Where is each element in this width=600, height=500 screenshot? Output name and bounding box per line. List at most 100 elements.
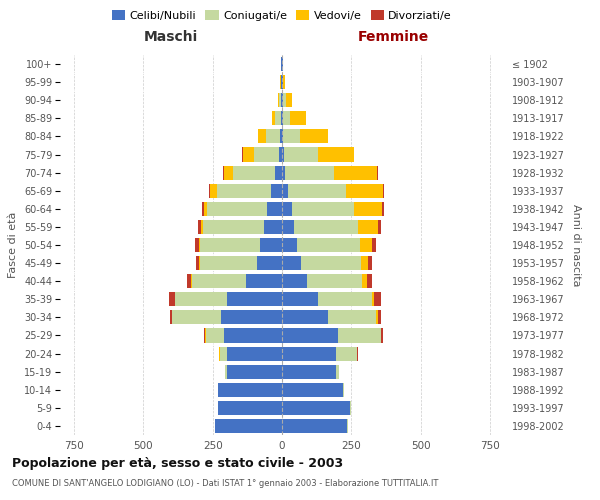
Bar <box>224 166 233 179</box>
Bar <box>206 328 224 342</box>
Bar <box>200 238 260 252</box>
Bar <box>254 148 278 162</box>
Bar <box>282 166 286 179</box>
Bar <box>242 148 254 162</box>
Bar <box>246 274 282 288</box>
Bar <box>376 310 378 324</box>
Bar <box>282 310 328 324</box>
Bar <box>300 130 328 143</box>
Bar <box>196 256 199 270</box>
Bar <box>170 310 172 324</box>
Bar <box>280 130 282 143</box>
Bar <box>210 184 217 198</box>
Bar <box>372 238 376 252</box>
Bar <box>282 130 283 143</box>
Bar <box>278 148 282 162</box>
Bar <box>282 112 283 126</box>
Bar <box>233 166 275 179</box>
Bar <box>282 148 284 162</box>
Bar <box>286 166 334 179</box>
Bar <box>209 184 210 198</box>
Bar <box>360 238 372 252</box>
Bar <box>354 202 382 216</box>
Bar <box>372 292 374 306</box>
Bar <box>264 220 282 234</box>
Bar <box>202 202 204 216</box>
Bar <box>282 274 307 288</box>
Bar <box>204 202 207 216</box>
Bar <box>172 310 221 324</box>
Bar <box>282 346 336 360</box>
Bar <box>337 328 380 342</box>
Bar <box>336 364 339 378</box>
Bar <box>292 202 354 216</box>
Bar <box>334 166 377 179</box>
Bar <box>279 93 281 108</box>
Bar <box>346 184 383 198</box>
Bar <box>204 328 205 342</box>
Bar <box>282 292 318 306</box>
Bar <box>169 292 175 306</box>
Bar <box>282 202 292 216</box>
Bar <box>282 401 350 415</box>
Bar <box>377 166 378 179</box>
Bar <box>257 256 282 270</box>
Bar <box>281 112 282 126</box>
Legend: Celibi/Nubili, Coniugati/e, Vedovi/e, Divorziati/e: Celibi/Nubili, Coniugati/e, Vedovi/e, Di… <box>110 8 454 24</box>
Bar <box>282 184 287 198</box>
Bar <box>282 256 301 270</box>
Bar <box>267 202 282 216</box>
Bar <box>282 238 297 252</box>
Bar <box>224 328 282 342</box>
Bar <box>368 256 372 270</box>
Bar <box>336 346 357 360</box>
Bar <box>282 364 336 378</box>
Bar <box>217 184 271 198</box>
Y-axis label: Fasce di età: Fasce di età <box>8 212 19 278</box>
Bar <box>218 382 282 397</box>
Bar <box>362 274 367 288</box>
Bar <box>282 419 347 433</box>
Bar <box>318 292 372 306</box>
Bar <box>221 310 282 324</box>
Bar <box>382 328 383 342</box>
Bar <box>307 274 362 288</box>
Bar <box>278 93 279 108</box>
Bar <box>282 220 295 234</box>
Bar <box>266 130 280 143</box>
Bar <box>227 364 282 378</box>
Bar <box>328 310 376 324</box>
Text: COMUNE DI SANT'ANGELO LODIGIANO (LO) - Dati ISTAT 1° gennaio 2003 - Elaborazione: COMUNE DI SANT'ANGELO LODIGIANO (LO) - D… <box>12 479 439 488</box>
Bar <box>343 382 344 397</box>
Bar <box>225 364 227 378</box>
Bar <box>282 382 343 397</box>
Bar <box>383 184 385 198</box>
Bar <box>218 401 282 415</box>
Text: Popolazione per età, sesso e stato civile - 2003: Popolazione per età, sesso e stato civil… <box>12 458 343 470</box>
Bar <box>272 112 275 126</box>
Bar <box>207 202 267 216</box>
Bar <box>367 274 371 288</box>
Bar <box>281 93 282 108</box>
Text: Maschi: Maschi <box>144 30 198 44</box>
Bar <box>258 130 266 143</box>
Bar <box>283 130 300 143</box>
Bar <box>275 166 282 179</box>
Bar <box>200 220 203 234</box>
Bar <box>200 256 257 270</box>
Bar <box>220 346 227 360</box>
Bar <box>192 274 246 288</box>
Bar <box>215 419 282 433</box>
Bar <box>187 274 191 288</box>
Bar <box>378 310 380 324</box>
Bar <box>260 238 282 252</box>
Bar <box>382 202 384 216</box>
Bar <box>203 220 264 234</box>
Bar <box>283 93 286 108</box>
Text: Femmine: Femmine <box>358 30 428 44</box>
Bar <box>358 220 378 234</box>
Bar <box>295 220 358 234</box>
Bar <box>175 292 227 306</box>
Bar <box>378 220 380 234</box>
Bar <box>380 328 382 342</box>
